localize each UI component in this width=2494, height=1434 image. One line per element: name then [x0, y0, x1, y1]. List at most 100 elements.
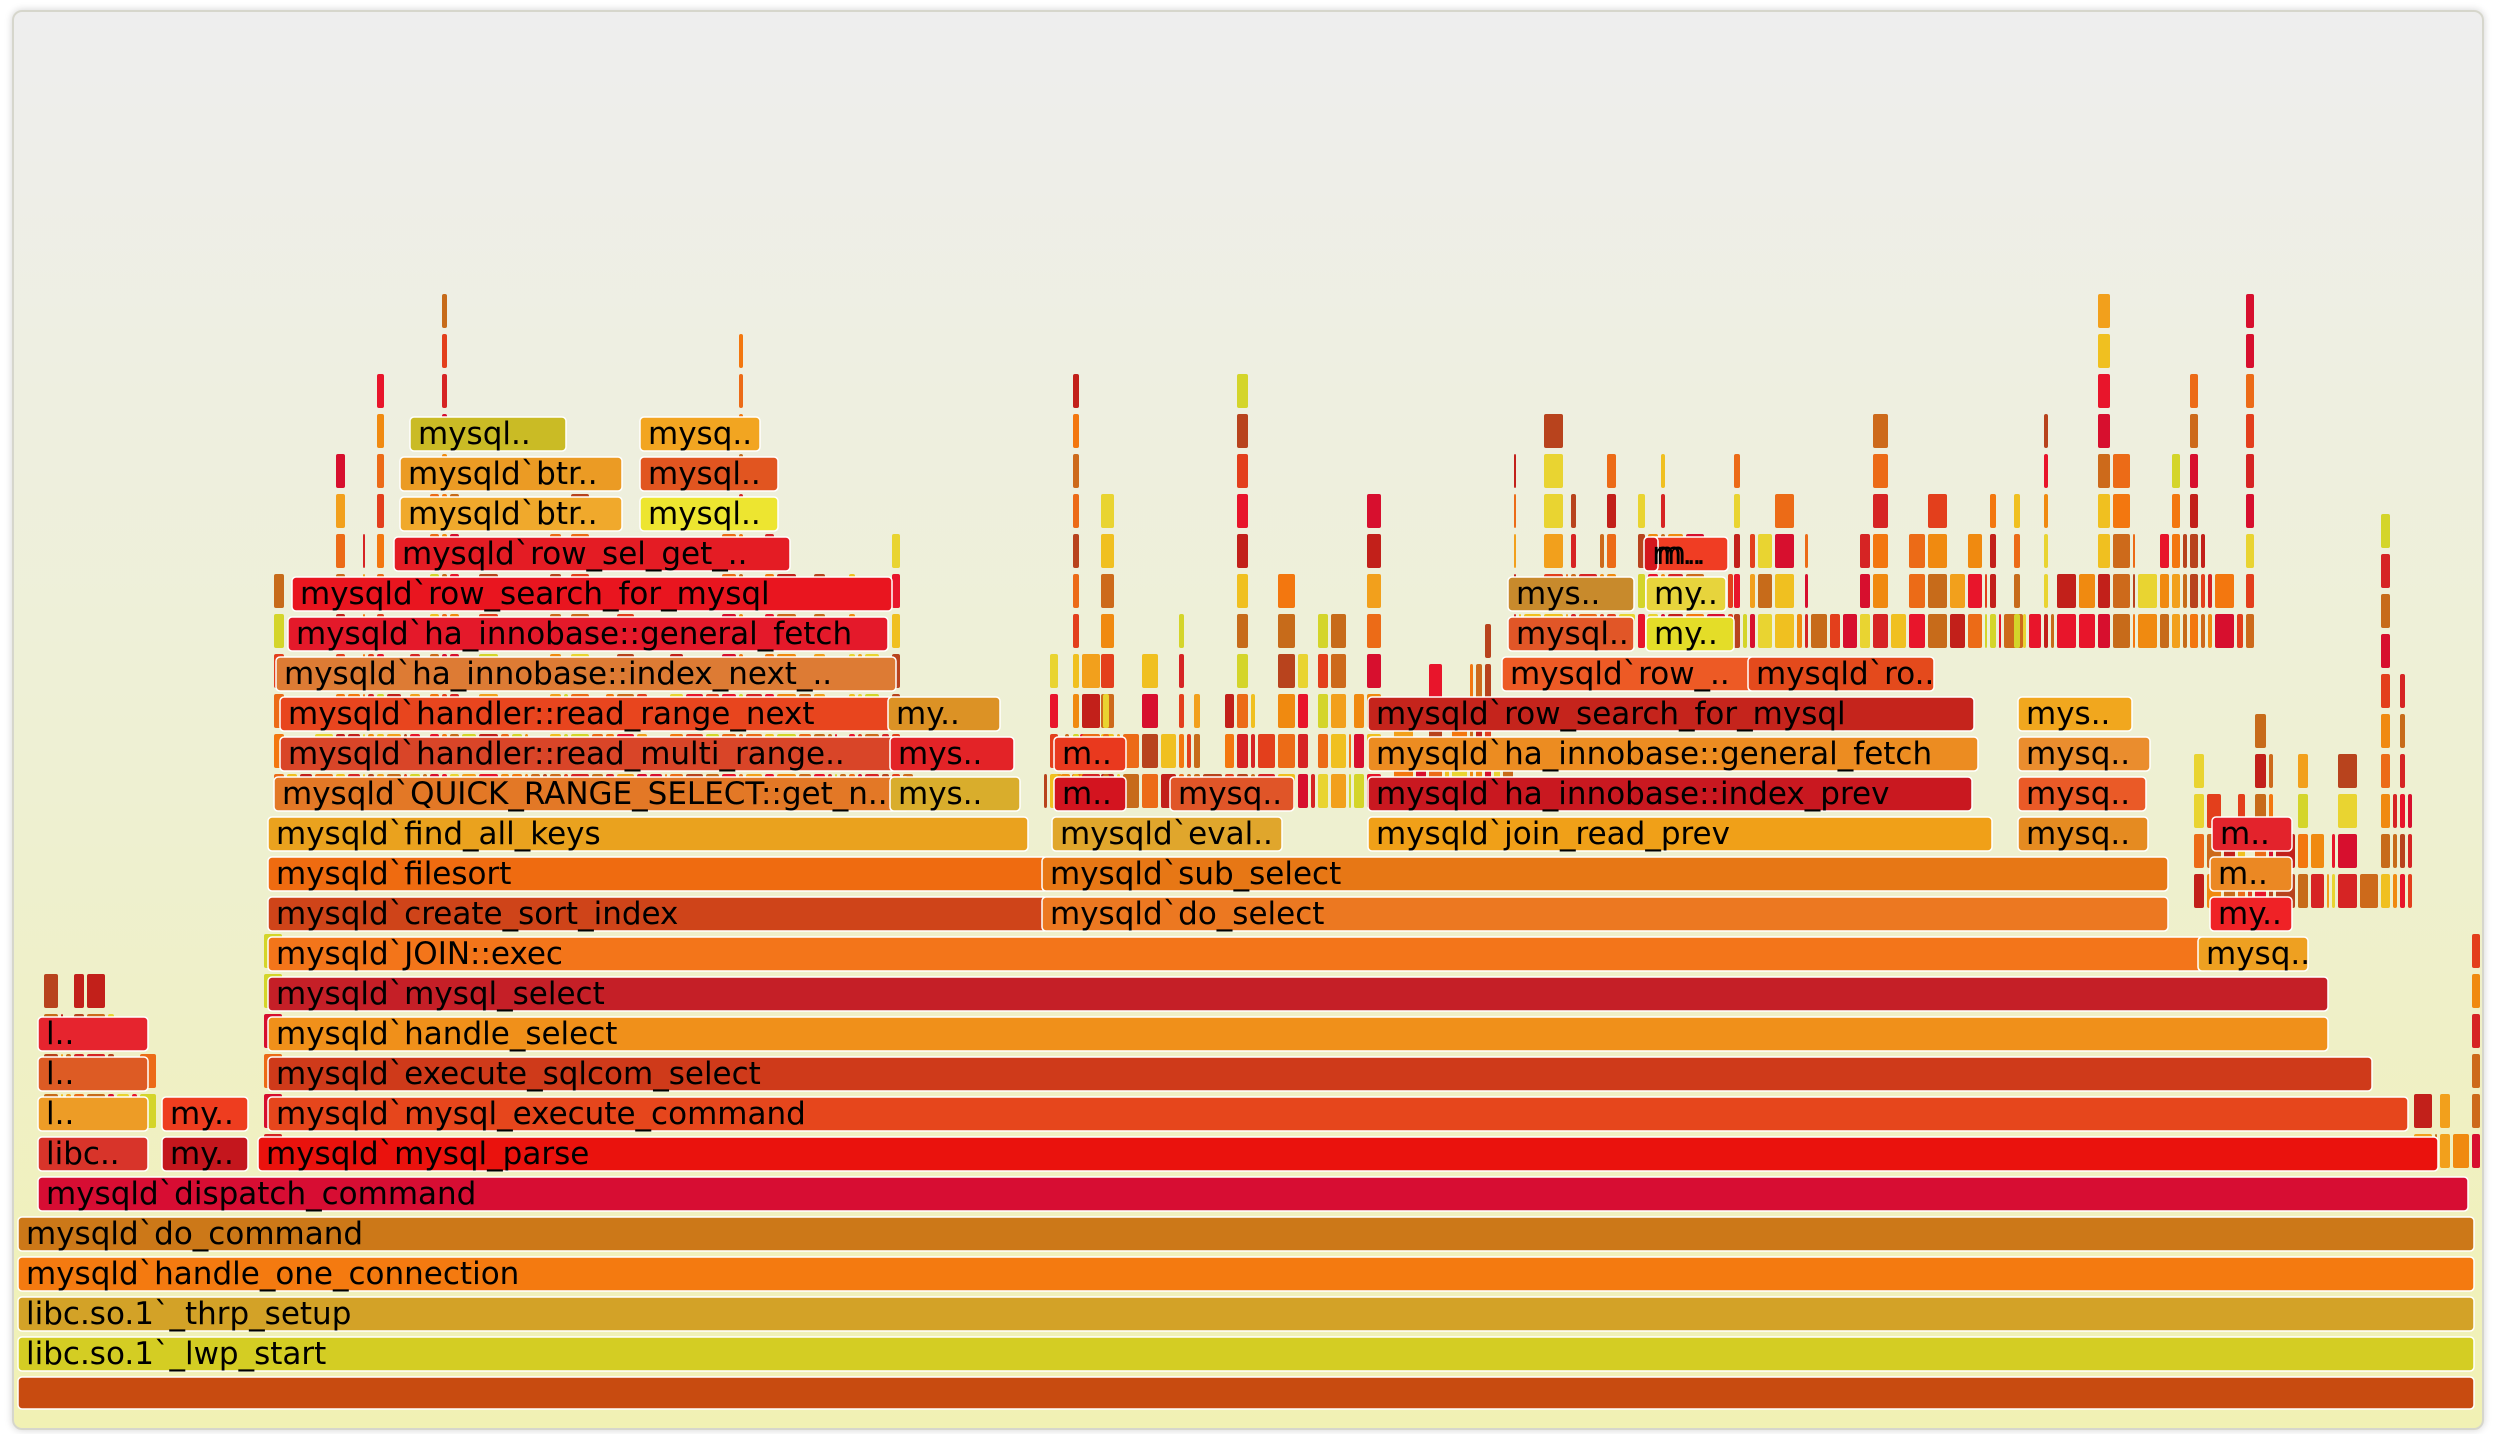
flame-spike-500[interactable]: [2246, 414, 2254, 448]
flame-spike-467[interactable]: [2138, 614, 2157, 648]
flame-spike-558[interactable]: [2400, 754, 2405, 788]
flame-frame-box[interactable]: [1507, 576, 1635, 612]
flame-spike-16[interactable]: [336, 534, 345, 568]
flame-spike-435[interactable]: [2014, 534, 2020, 568]
flame-frame-1[interactable]: libc.so.1`_lwp_start: [17, 1336, 2475, 1372]
flame-frame-box[interactable]: [887, 696, 1001, 732]
flame-spike-485[interactable]: [2190, 414, 2198, 448]
flame-frame-20[interactable]: mysqld`do_select: [1041, 896, 2169, 932]
flame-spike-293[interactable]: [1331, 654, 1346, 688]
flame-spike-533[interactable]: [2311, 834, 2324, 868]
flame-frame-box[interactable]: [37, 1016, 149, 1052]
flame-spike-444[interactable]: [2044, 414, 2048, 448]
flame-spike-399[interactable]: [1805, 534, 1808, 568]
flame-spike-279[interactable]: [1278, 574, 1295, 608]
flame-frame-box[interactable]: [17, 1376, 2475, 1410]
flame-spike-278[interactable]: [1278, 614, 1295, 648]
flame-spike-271[interactable]: [1251, 694, 1255, 728]
flame-spike-252[interactable]: [1194, 734, 1200, 768]
flame-spike-561[interactable]: [2408, 874, 2412, 908]
flame-spike-440[interactable]: [2044, 574, 2048, 608]
flame-spike-438[interactable]: [2029, 614, 2041, 648]
flame-spike-414[interactable]: [1909, 574, 1925, 608]
flame-spike-563[interactable]: [2408, 794, 2412, 828]
flame-spike-469[interactable]: [2160, 614, 2169, 648]
flame-spike-352[interactable]: [1600, 534, 1604, 568]
flame-spike-453[interactable]: [2098, 494, 2110, 528]
flame-spike-416[interactable]: [1928, 614, 1947, 648]
flame-frame-41[interactable]: mysqld`handler::read_range_next: [279, 696, 893, 732]
flame-spike-40[interactable]: [377, 494, 384, 528]
flame-spike-456[interactable]: [2098, 374, 2110, 408]
flame-spike-547[interactable]: [2381, 674, 2390, 708]
flame-spike-245[interactable]: [1179, 734, 1184, 768]
flame-spike-589[interactable]: [1073, 494, 1079, 528]
flame-frame-box[interactable]: [1053, 776, 1127, 812]
flame-spike-277[interactable]: [1278, 654, 1295, 688]
flame-spike-339[interactable]: [1544, 494, 1563, 528]
flame-spike-498[interactable]: [2246, 494, 2254, 528]
flame-frame-box[interactable]: [1041, 896, 2169, 932]
flame-frame-51[interactable]: mysqld`row_search_for_mysql: [291, 576, 893, 612]
flame-spike-369[interactable]: [1661, 494, 1665, 528]
flame-spike-5[interactable]: [274, 574, 284, 608]
flame-frame-36[interactable]: mysqld`handler::read_multi_range..: [279, 736, 903, 772]
flame-frame-box[interactable]: [37, 1176, 2469, 1212]
flame-spike-291[interactable]: [1331, 734, 1346, 768]
flame-spike-451[interactable]: [2098, 574, 2110, 608]
flame-frame-14[interactable]: l..: [37, 1016, 149, 1052]
flame-spike-546[interactable]: [2381, 714, 2390, 748]
flame-spike-591[interactable]: [1073, 414, 1079, 448]
flame-frame-4[interactable]: mysqld`do_command: [17, 1216, 2475, 1252]
flame-spike-304[interactable]: [1367, 614, 1381, 648]
flame-frame-box[interactable]: [639, 416, 761, 452]
flame-spike-303[interactable]: [1367, 654, 1381, 688]
flame-spike-389[interactable]: [1758, 614, 1772, 648]
flame-frame-box[interactable]: [161, 1096, 249, 1132]
flame-frame-55[interactable]: mysqld`row_sel_get_..: [393, 536, 791, 572]
flame-spike-286[interactable]: [1318, 734, 1328, 768]
flame-spike-297[interactable]: [1354, 774, 1364, 808]
flame-spike-525[interactable]: [2269, 754, 2273, 788]
flame-spike-241[interactable]: [1142, 654, 1158, 688]
flame-spike-39[interactable]: [377, 534, 384, 568]
flame-spike-341[interactable]: [1544, 414, 1563, 448]
flame-spike-548[interactable]: [2381, 634, 2390, 668]
flame-spike-411[interactable]: [1873, 414, 1888, 448]
flame-frame-58[interactable]: mysqld`btr..: [399, 456, 623, 492]
flame-spike-360[interactable]: [1638, 574, 1645, 608]
flame-spike-347[interactable]: [1571, 494, 1576, 528]
flame-spike-428[interactable]: [1990, 574, 1996, 608]
flame-spike-424[interactable]: [1968, 534, 1982, 568]
flame-spike-298[interactable]: [1354, 734, 1364, 768]
flame-spike-609[interactable]: [44, 974, 58, 1008]
flame-spike-264[interactable]: [1237, 534, 1248, 568]
flame-spike-18[interactable]: [336, 454, 345, 488]
flame-spike-261[interactable]: [1237, 654, 1248, 688]
flame-spike-559[interactable]: [2400, 714, 2405, 748]
flame-spike-462[interactable]: [2113, 494, 2130, 528]
flame-spike-503[interactable]: [2246, 294, 2254, 328]
flame-spike-407[interactable]: [1873, 574, 1888, 608]
flame-spike-584[interactable]: [1073, 694, 1079, 728]
flame-frame-box[interactable]: [2209, 856, 2293, 892]
flame-frame-7[interactable]: my..: [161, 1136, 249, 1172]
flame-frame-60[interactable]: mysql..: [409, 416, 567, 452]
flame-frame-37[interactable]: mys..: [889, 736, 1015, 772]
flame-spike-477[interactable]: [2183, 614, 2187, 648]
flame-spike-570[interactable]: [2472, 1134, 2480, 1168]
flame-spike-380[interactable]: [1734, 614, 1740, 648]
flame-spike-574[interactable]: [2472, 974, 2480, 1008]
flame-spike-236[interactable]: [1123, 774, 1139, 808]
flame-spike-448[interactable]: [2079, 614, 2095, 648]
flame-spike-450[interactable]: [2098, 614, 2110, 648]
flame-spike-536[interactable]: [2332, 834, 2335, 868]
flame-spike-540[interactable]: [2338, 754, 2357, 788]
flame-spike-486[interactable]: [2190, 374, 2198, 408]
flame-spike-74[interactable]: [442, 294, 447, 328]
flame-spike-459[interactable]: [2113, 614, 2130, 648]
flame-spike-553[interactable]: [2393, 834, 2397, 868]
flame-spike-410[interactable]: [1873, 454, 1888, 488]
flame-spike-248[interactable]: [1179, 614, 1184, 648]
flame-spike-555[interactable]: [2400, 874, 2405, 908]
